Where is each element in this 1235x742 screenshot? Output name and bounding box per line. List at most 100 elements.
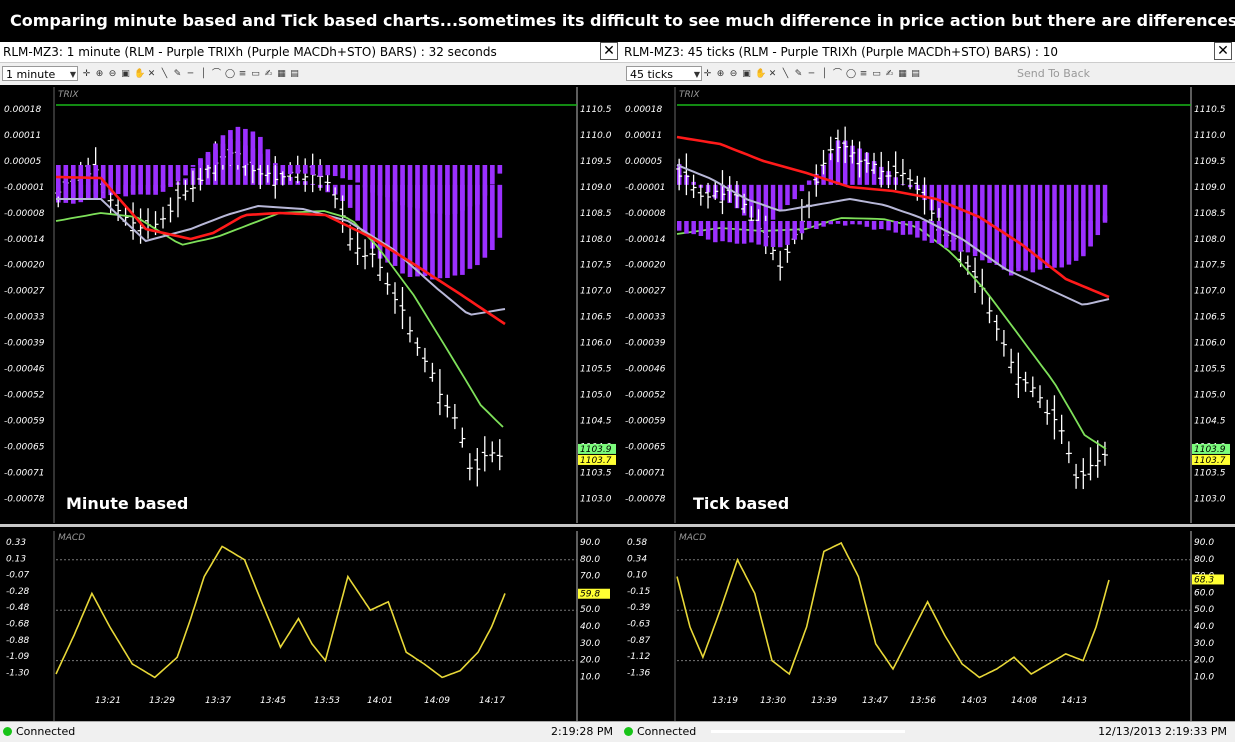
vline-icon[interactable]: │ [200,68,207,79]
pen-icon[interactable]: ✎ [794,68,803,79]
macd-histogram-bar [713,221,718,243]
macd-histogram-bar [727,221,732,243]
select-icon[interactable]: ▣ [742,68,751,79]
close-button[interactable]: ✕ [1214,42,1232,60]
macd-histogram-bar [228,130,233,165]
macd-tick-label: 0.10 [627,571,647,581]
macd-histogram-bar [1088,221,1093,247]
macd-histogram-bar [907,221,913,235]
macd-histogram-bar [138,165,143,195]
macd-histogram-bar [770,221,776,247]
trix-histogram-bar [944,184,949,226]
sto-tick-label: 10.0 [1194,672,1214,682]
sto-tick-label: 30.0 [1194,639,1214,649]
rect-icon[interactable]: ▭ [872,68,881,79]
trix-tick-label: -0.00001 [625,183,665,193]
trix-tick-label: -0.00065 [4,442,45,452]
macd-histogram-bar [734,221,740,244]
trendline-icon[interactable]: ╲ [161,68,168,79]
arc-icon[interactable]: ⌒ [833,68,843,79]
macd-histogram-bar [749,221,754,243]
cross-icon[interactable]: ✕ [768,68,777,79]
trix-tick-label: -0.00001 [4,183,44,193]
chart-area[interactable]: TRIX 0.00018 0.00011 0.00005 -0.00001 -0.0000… [0,85,621,721]
macd-histogram-bar [385,165,390,198]
interval-select[interactable]: 1 minute ▼ [2,66,78,81]
macd-histogram-bar [1001,221,1007,265]
chart-area[interactable]: TRIX 0.00018 0.00011 0.00005 -0.00001 -0.0000… [621,85,1235,721]
zoom-in-icon[interactable]: ⊕ [716,68,725,79]
macd-label: MACD [679,533,706,543]
macd-tick-label: -0.07 [6,571,30,581]
trix-histogram-bar [821,165,826,185]
zoom-in-icon[interactable]: ⊕ [95,68,104,79]
macd-histogram-bar [900,221,906,235]
send-to-back-button[interactable]: Send To Back [1017,67,1090,80]
macd-histogram-bar [1008,221,1014,267]
note-icon[interactable]: ✍ [885,68,894,79]
price-badge-green [578,443,616,454]
select-icon[interactable]: ▣ [121,68,130,79]
arc-icon[interactable]: ⌒ [212,68,222,79]
price-tick-label: 1106.0 [580,339,612,349]
price-badge-green-text: 1103.9 [1194,445,1226,455]
price-tick-label: 1110.0 [580,131,612,141]
trix-histogram-bar [792,184,797,200]
zoom-out-icon[interactable]: ⊖ [108,68,117,79]
grid-icon[interactable]: ▦ [277,68,286,79]
trix-tick-label: -0.00027 [4,287,45,297]
layout-icon[interactable]: ▤ [911,68,920,79]
close-button[interactable]: ✕ [600,42,618,60]
sto-tick-label: 80.0 [1194,555,1214,565]
trix-tick-label: -0.00052 [625,390,666,400]
crosshair-icon[interactable]: ✛ [703,68,712,79]
trix-histogram-bar [475,184,480,266]
macd-histogram-bar [430,165,435,214]
hand-icon[interactable]: ✋ [755,68,767,79]
macd-histogram-bar [287,165,293,175]
trix-tick-label: -0.00065 [625,442,666,452]
pen-icon[interactable]: ✎ [173,68,182,79]
price-tick-label: 1105.5 [580,365,612,375]
macd-histogram-bar [792,221,797,240]
trix-tick-label: -0.00014 [4,235,45,245]
zoom-out-icon[interactable]: ⊖ [729,68,738,79]
macd-histogram-bar [377,165,383,196]
macd-histogram-bar [785,221,790,245]
trix-histogram-bar [415,184,420,277]
macd-histogram-bar [482,165,488,196]
crosshair-icon[interactable]: ✛ [82,68,91,79]
ellipse-icon[interactable]: ◯ [846,68,857,79]
vline-icon[interactable]: │ [821,68,828,79]
toolbar: 1 minute ▼ ✛ ⊕ ⊖ ▣ ✋ ✕ ╲ ✎ ─ │ ⌒ ◯ ≡ ▭ ✍ … [0,62,621,86]
macd-histogram-bar [452,165,458,214]
cross-icon[interactable]: ✕ [147,68,156,79]
trix-tick-label: -0.00027 [625,287,666,297]
hand-icon[interactable]: ✋ [134,68,146,79]
layout-icon[interactable]: ▤ [290,68,299,79]
lines-icon[interactable]: ≡ [859,68,868,79]
trix-tick-label: 0.00005 [4,157,41,167]
macd-histogram-bar [842,221,848,226]
trendline-icon[interactable]: ╲ [782,68,789,79]
grid-icon[interactable]: ▦ [898,68,907,79]
hline-icon[interactable]: ─ [187,68,194,79]
note-icon[interactable]: ✍ [264,68,273,79]
macd-histogram-bar [205,151,211,165]
ellipse-icon[interactable]: ◯ [225,68,236,79]
trix-tick-label: -0.00046 [4,365,45,375]
interval-select[interactable]: 45 ticks ▼ [626,66,702,81]
sto-tick-label: 80.0 [580,555,600,565]
price-tick-label: 1109.0 [1194,183,1226,193]
macd-tick-label: -0.15 [627,587,651,597]
panel-divider [621,524,1235,527]
lines-icon[interactable]: ≡ [238,68,247,79]
macd-histogram-bar [821,221,826,227]
hline-icon[interactable]: ─ [808,68,815,79]
macd-histogram-bar [168,165,173,187]
price-tick-label: 1107.0 [580,287,612,297]
macd-label: MACD [58,533,85,543]
price-badge-yellow-text: 1103.7 [580,456,612,466]
rect-icon[interactable]: ▭ [251,68,260,79]
trix-tick-label: -0.00078 [625,494,666,504]
